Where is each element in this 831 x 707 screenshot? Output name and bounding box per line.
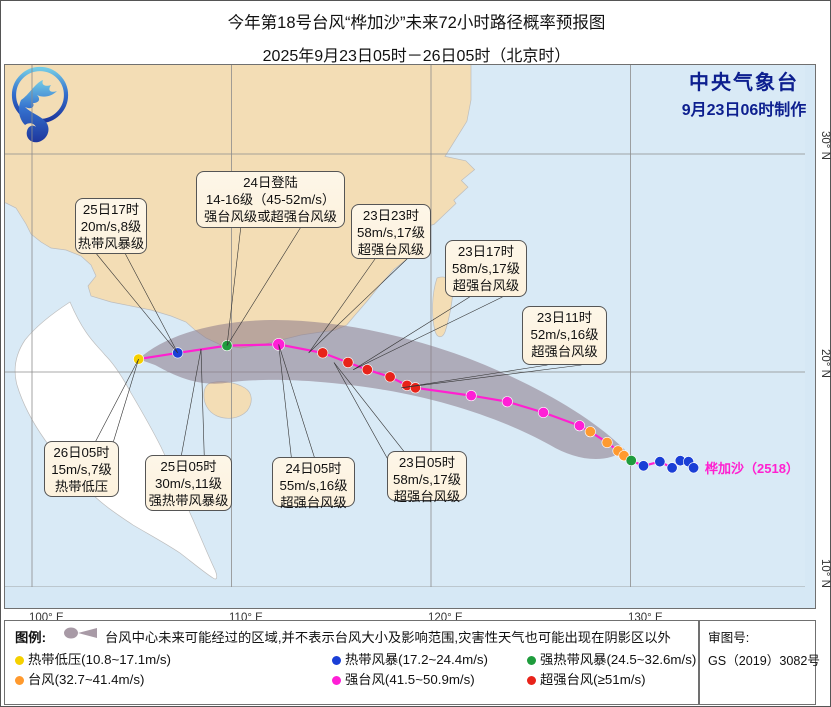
svg-text:桦加沙（2518）: 桦加沙（2518） [705,461,799,476]
